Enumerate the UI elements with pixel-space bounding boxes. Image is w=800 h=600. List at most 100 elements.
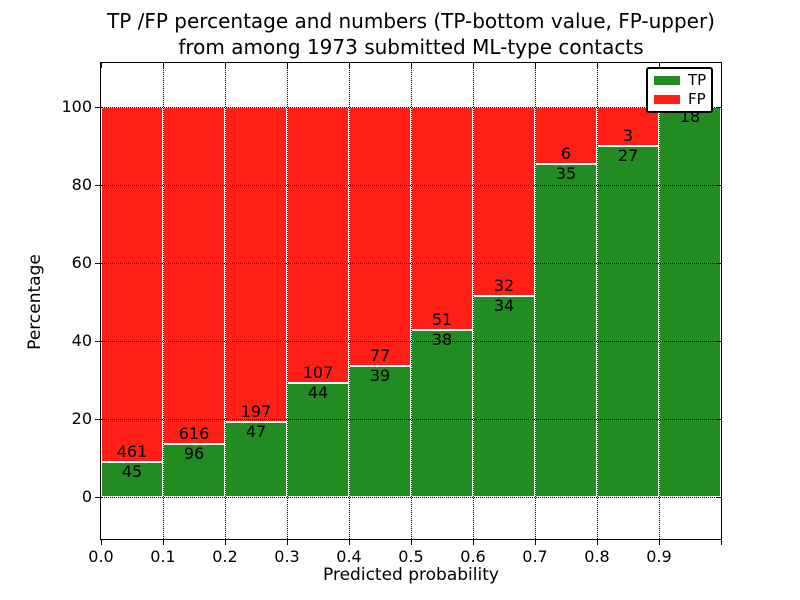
- x-tick-mark: [473, 540, 474, 545]
- fp-bar-segment: [349, 107, 411, 366]
- x-tick-label: 0.0: [88, 547, 114, 566]
- legend: TP FP: [646, 67, 713, 113]
- fp-bar-segment: [101, 107, 163, 463]
- y-tick-mark: [95, 185, 101, 186]
- y-tick-label: 0: [81, 487, 92, 506]
- vertical-gridline: [411, 63, 412, 539]
- horizontal-gridline: [101, 341, 721, 342]
- y-tick-mark-right: [716, 185, 721, 186]
- y-tick-label: 100: [61, 97, 92, 116]
- stacked-bar-bin-0.0: 461 45: [101, 107, 163, 497]
- fp-bar-segment: [473, 107, 535, 297]
- y-tick-mark-right: [716, 107, 721, 108]
- x-tick-label: 0.4: [336, 547, 362, 566]
- tp-bar-segment: [597, 146, 659, 497]
- fp-count-label: 77: [369, 345, 391, 365]
- fp-count-label: 107: [302, 363, 334, 383]
- vertical-gridline: [225, 63, 226, 539]
- y-tick-mark: [95, 341, 101, 342]
- tp-count-label: 47: [245, 421, 267, 441]
- tp-count-label: 38: [431, 330, 453, 350]
- fp-count-label: 32: [493, 276, 515, 296]
- legend-item-tp: TP: [648, 73, 711, 88]
- chart-title-line1: TP /FP percentage and numbers (TP-bottom…: [107, 9, 715, 33]
- tp-count-label: 44: [307, 383, 329, 403]
- y-tick-label: 60: [71, 253, 92, 272]
- tp-bar-segment: [659, 107, 721, 497]
- y-tick-mark-right: [716, 341, 721, 342]
- x-tick-mark-top: [597, 63, 598, 68]
- tp-bar-segment: [225, 421, 287, 497]
- y-tick-mark-right: [716, 419, 721, 420]
- y-tick-label: 20: [71, 409, 92, 428]
- x-tick-mark-top: [659, 63, 660, 68]
- horizontal-gridline: [101, 185, 721, 186]
- x-tick-mark: [163, 540, 164, 545]
- stacked-bar-bin-0.9: 18: [659, 107, 721, 497]
- stacked-bar-bin-0.1: 616 96: [163, 107, 225, 497]
- x-tick-mark-top: [411, 63, 412, 68]
- tp-count-label: 45: [121, 462, 143, 482]
- horizontal-gridline: [101, 497, 721, 498]
- stacked-bar-bin-0.3: 107 44: [287, 107, 349, 497]
- x-tick-label: 0.1: [150, 547, 176, 566]
- x-tick-mark: [721, 540, 722, 545]
- vertical-gridline: [535, 63, 536, 539]
- y-tick-label: 80: [71, 175, 92, 194]
- fp-count-label: 461: [116, 442, 148, 462]
- tp-bar-segment: [349, 365, 411, 497]
- y-tick-mark: [95, 263, 101, 264]
- x-tick-label: 0.7: [522, 547, 548, 566]
- vertical-gridline: [473, 63, 474, 539]
- y-tick-mark: [95, 419, 101, 420]
- tp-count-label: 96: [183, 444, 205, 464]
- horizontal-gridline: [101, 263, 721, 264]
- fp-count-label: 6: [560, 144, 572, 164]
- tp-bar-segment: [473, 296, 535, 497]
- stacked-bar-bin-0.4: 77 39: [349, 107, 411, 497]
- fp-count-label: 616: [178, 424, 210, 444]
- x-tick-mark-top: [349, 63, 350, 68]
- y-tick-mark-right: [716, 263, 721, 264]
- fp-count-label: 3: [622, 126, 634, 145]
- x-tick-mark-top: [473, 63, 474, 68]
- vertical-gridline: [287, 63, 288, 539]
- x-tick-mark: [411, 540, 412, 545]
- x-tick-label: 0.2: [212, 547, 238, 566]
- x-axis-title: Predicted probability: [323, 565, 499, 585]
- legend-label: FP: [688, 89, 706, 108]
- legend-swatch-icon: [654, 94, 680, 104]
- chart-title: TP /FP percentage and numbers (TP-bottom…: [100, 8, 722, 60]
- x-tick-mark: [101, 540, 102, 545]
- legend-item-fp: FP: [648, 89, 711, 108]
- tp-bar-segment: [411, 330, 473, 497]
- x-tick-mark: [225, 540, 226, 545]
- stacked-bar-bin-0.6: 32 34: [473, 107, 535, 497]
- x-tick-mark-top: [721, 63, 722, 68]
- x-tick-mark-top: [287, 63, 288, 68]
- tp-count-label: 27: [617, 146, 639, 165]
- fp-bar-segment: [163, 107, 225, 445]
- stacked-bar-bin-0.7: 6 35: [535, 107, 597, 497]
- y-tick-label: 40: [71, 331, 92, 350]
- vertical-gridline: [659, 63, 660, 539]
- x-tick-mark-top: [225, 63, 226, 68]
- x-tick-mark-top: [163, 63, 164, 68]
- stacked-bar-bin-0.2: 197 47: [225, 107, 287, 497]
- fp-bar-segment: [535, 107, 597, 165]
- tp-count-label: 35: [555, 164, 577, 184]
- x-tick-label: 0.8: [584, 547, 610, 566]
- x-tick-label: 0.3: [274, 547, 300, 566]
- tp-bar-segment: [535, 164, 597, 497]
- horizontal-gridline: [101, 107, 721, 108]
- fp-bar-segment: [597, 107, 659, 146]
- vertical-gridline: [349, 63, 350, 539]
- y-tick-mark: [95, 497, 101, 498]
- x-tick-label: 0.5: [398, 547, 424, 566]
- vertical-gridline: [163, 63, 164, 539]
- fp-bar-segment: [411, 107, 473, 331]
- fp-count-label: 51: [431, 310, 453, 330]
- x-tick-mark-top: [101, 63, 102, 68]
- vertical-gridline: [597, 63, 598, 539]
